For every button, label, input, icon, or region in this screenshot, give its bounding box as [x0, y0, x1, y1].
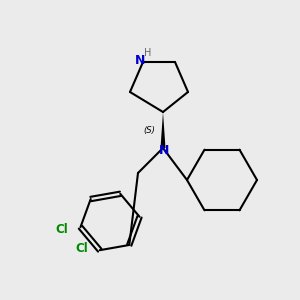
- Text: N: N: [135, 53, 145, 67]
- Text: Cl: Cl: [56, 223, 68, 236]
- Text: (S): (S): [143, 125, 155, 134]
- Text: H: H: [144, 48, 152, 58]
- Text: Cl: Cl: [75, 242, 88, 255]
- Polygon shape: [160, 112, 166, 148]
- Text: N: N: [159, 143, 169, 157]
